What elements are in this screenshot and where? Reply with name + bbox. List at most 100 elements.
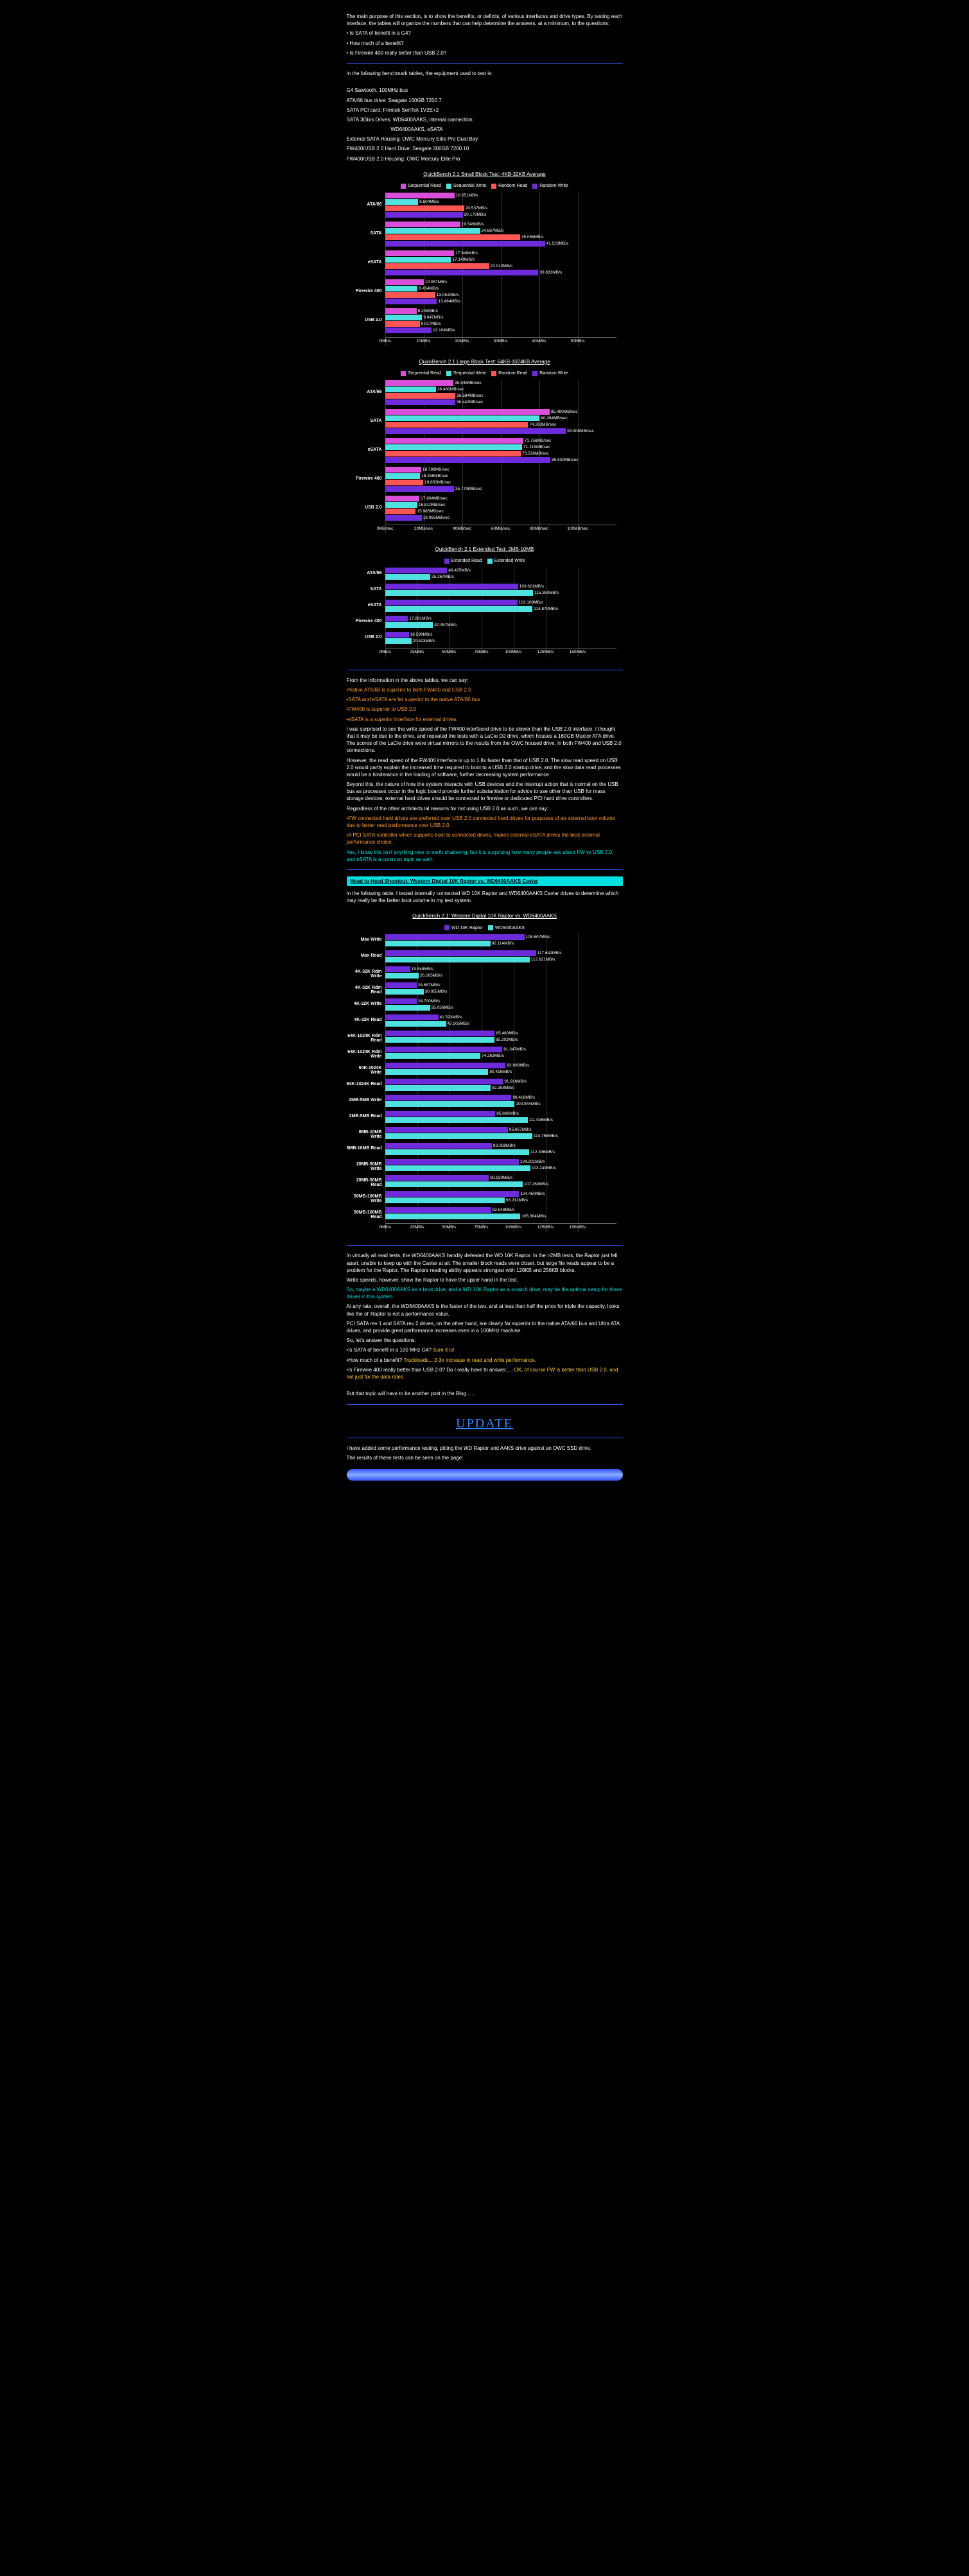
bar-value-label: 19.549MB/s	[412, 966, 434, 972]
bar: 91.916MB/s	[385, 1079, 503, 1084]
bar: 13.494MB/s	[385, 299, 437, 304]
category-label: 64K-1024K Read	[347, 1082, 382, 1086]
bar: 12.104MB/s	[385, 327, 432, 333]
bar: 10.057MB/s	[385, 279, 424, 285]
bar-value-label: 18.599MB/s	[410, 632, 433, 638]
equipment-block: In the following benchmark tables, the e…	[347, 70, 623, 162]
axis-tick: 100MB/s	[505, 1225, 522, 1230]
bar: 35.056MB/s	[385, 234, 520, 240]
bar: 93.908MB/s	[385, 1063, 506, 1068]
bar-value-label: 93.211MB/s	[506, 1197, 528, 1203]
bar: 19.850MB/sec	[385, 480, 424, 485]
bar: 93.211MB/s	[385, 1197, 505, 1203]
bar-value-label: 19.549MB/s	[462, 222, 484, 227]
axis-tick: 125MB/s	[537, 650, 554, 654]
question-2: • How much of a benefit?	[347, 40, 623, 47]
category-group: 2MB-5MB Read85.880MB/s111.026MB/s	[385, 1111, 616, 1123]
category-label: 64K-1024K Rdm Read	[347, 1034, 382, 1043]
bar-value-label: 9.647MB/s	[423, 315, 443, 320]
axis-tick: 50MB/s	[442, 1225, 456, 1230]
bar: 19.549MB/s	[385, 966, 410, 972]
category-group: eSATA103.109MB/s114.879MB/s	[385, 600, 616, 612]
bar-value-label: 80.264MB/sec	[541, 415, 568, 421]
divider	[347, 869, 623, 870]
bar-value-label: 24.700MB/s	[418, 998, 441, 1004]
bar: 85.880MB/s	[385, 1111, 496, 1117]
equipment-line: WD6400AAKS, eSATA	[347, 126, 623, 133]
bar: 48.425MB/s	[385, 568, 448, 573]
axis-tick: 10MB/s	[416, 339, 430, 344]
x-axis: 0MB/s25MB/s50MB/s75MB/s100MB/s125MB/s150…	[385, 1223, 616, 1232]
legend-swatch	[532, 184, 537, 189]
axis-tick: 150MB/s	[570, 650, 586, 654]
link-button[interactable]	[347, 1469, 623, 1481]
legend-label: Random Read	[498, 371, 527, 376]
bar: 100.944MB/s	[385, 1101, 515, 1107]
bar-value-label: 37.457MB/s	[434, 622, 457, 628]
equipment-lead: In the following benchmark tables, the e…	[347, 70, 623, 77]
legend-swatch	[491, 184, 496, 189]
bar: 35.267MB/s	[385, 574, 431, 580]
legend-label: Random Write	[539, 371, 568, 376]
category-group: SATA19.549MB/s24.687MB/s35.056MB/s41.523…	[385, 222, 616, 247]
conclusion-para: PCI SATA rev 1 and SATA rev 2 drives, on…	[347, 1320, 623, 1334]
bar-value-label: 71.756MB/sec	[525, 438, 552, 444]
bar-value-label: 74.263MB/sec	[529, 422, 556, 428]
category-group: 64K-1024K Rdm Write91.347MB/s74.263MB/s	[385, 1047, 616, 1059]
bar-value-label: 39.833MB/s	[539, 270, 562, 275]
bar: 114.758MB/s	[385, 1133, 533, 1139]
update-heading: UPDATE	[347, 1416, 623, 1431]
bar: 37.457MB/s	[385, 622, 433, 628]
bar: 24.700MB/s	[385, 998, 417, 1004]
bullet: •A PCI SATA controller which supports bo…	[347, 831, 623, 846]
chart-title: QuickBench 2.1 Extended Test: 2MB-10MB	[347, 546, 623, 552]
intro-block: The main purpose of this section, is to …	[347, 13, 623, 57]
legend-swatch	[401, 371, 406, 376]
bar: 108.607MB/s	[385, 934, 525, 940]
chart-title: QuickBench 2.1 Large Block Test: 64KB-10…	[347, 359, 623, 365]
bar: 9.647MB/s	[385, 315, 423, 320]
equipment-line: SATA PCI card: Firmtek SeriTek 1V2E+2	[347, 107, 623, 114]
category-group: Firewire 40018.789MB/sec18.256MB/sec19.8…	[385, 467, 616, 492]
bar-value-label: 35.056MB/s	[521, 234, 544, 240]
bar: 18.051MB/s	[385, 193, 455, 198]
bar: 20.523MB/s	[385, 638, 412, 644]
bar: 82.358MB/s	[385, 1085, 491, 1091]
chart-shootout: QuickBench 2.1: Western Digital 10K Rapt…	[347, 913, 623, 1232]
axis-tick: 25MB/s	[410, 650, 424, 654]
category-group: Firewire 40017.891MB/s37.457MB/s	[385, 616, 616, 628]
bar-value-label: 36.584MB/sec	[457, 393, 484, 399]
bar-value-label: 8.209MB/s	[418, 308, 438, 314]
bar-value-label: 36.442MB/sec	[457, 399, 484, 405]
category-label: 50MB-100MB Read	[347, 1210, 382, 1219]
equipment-line: FW400/USB 2.0 Housing: OWC Mercury Elite…	[347, 155, 623, 162]
axis-tick: 40MB/s	[532, 339, 546, 344]
bullet: •FW connected hard drives are preferred …	[347, 815, 623, 829]
category-label: 50MB-100MB Write	[347, 1194, 382, 1203]
bar: 104.450MB/s	[385, 1191, 519, 1197]
bullet: •SATA and eSATA are far superior to the …	[347, 696, 623, 703]
bar-value-label: 91.347MB/s	[503, 1047, 526, 1052]
category-label: USB 2.0	[347, 318, 382, 322]
legend-swatch	[532, 371, 537, 376]
legend-item: Random Read	[491, 371, 527, 376]
bar-value-label: 17.891MB/s	[409, 616, 432, 622]
bar: 85.830MB/sec	[385, 457, 550, 463]
axis-tick: 75MB/s	[474, 650, 488, 654]
category-group: 20MB-50MB Write104.201MB/s113.249MB/s	[385, 1159, 616, 1171]
bar: 17.891MB/s	[385, 616, 408, 622]
chart-legend: Sequential ReadSequential WriteRandom Re…	[347, 184, 623, 189]
bar: 80.416MB/s	[385, 1069, 489, 1075]
legend-swatch	[487, 559, 493, 564]
bar-value-label: 35.056MB/s	[432, 1005, 454, 1011]
bar: 98.418MB/s	[385, 1095, 512, 1101]
divider	[347, 63, 623, 64]
bar-value-label: 80.416MB/s	[489, 1069, 512, 1075]
conclusion-para: In virtually all read tests, the WD6400A…	[347, 1252, 623, 1274]
bar-value-label: 108.607MB/s	[526, 934, 550, 940]
category-label: 2MB-5MB Write	[347, 1098, 382, 1102]
category-label: SATA	[347, 587, 382, 591]
bar: 85.202MB/s	[385, 1037, 494, 1043]
bar: 107.260MB/s	[385, 1181, 523, 1187]
category-group: USB 2.017.904MB/sec16.810MB/sec15.985MB/…	[385, 496, 616, 521]
